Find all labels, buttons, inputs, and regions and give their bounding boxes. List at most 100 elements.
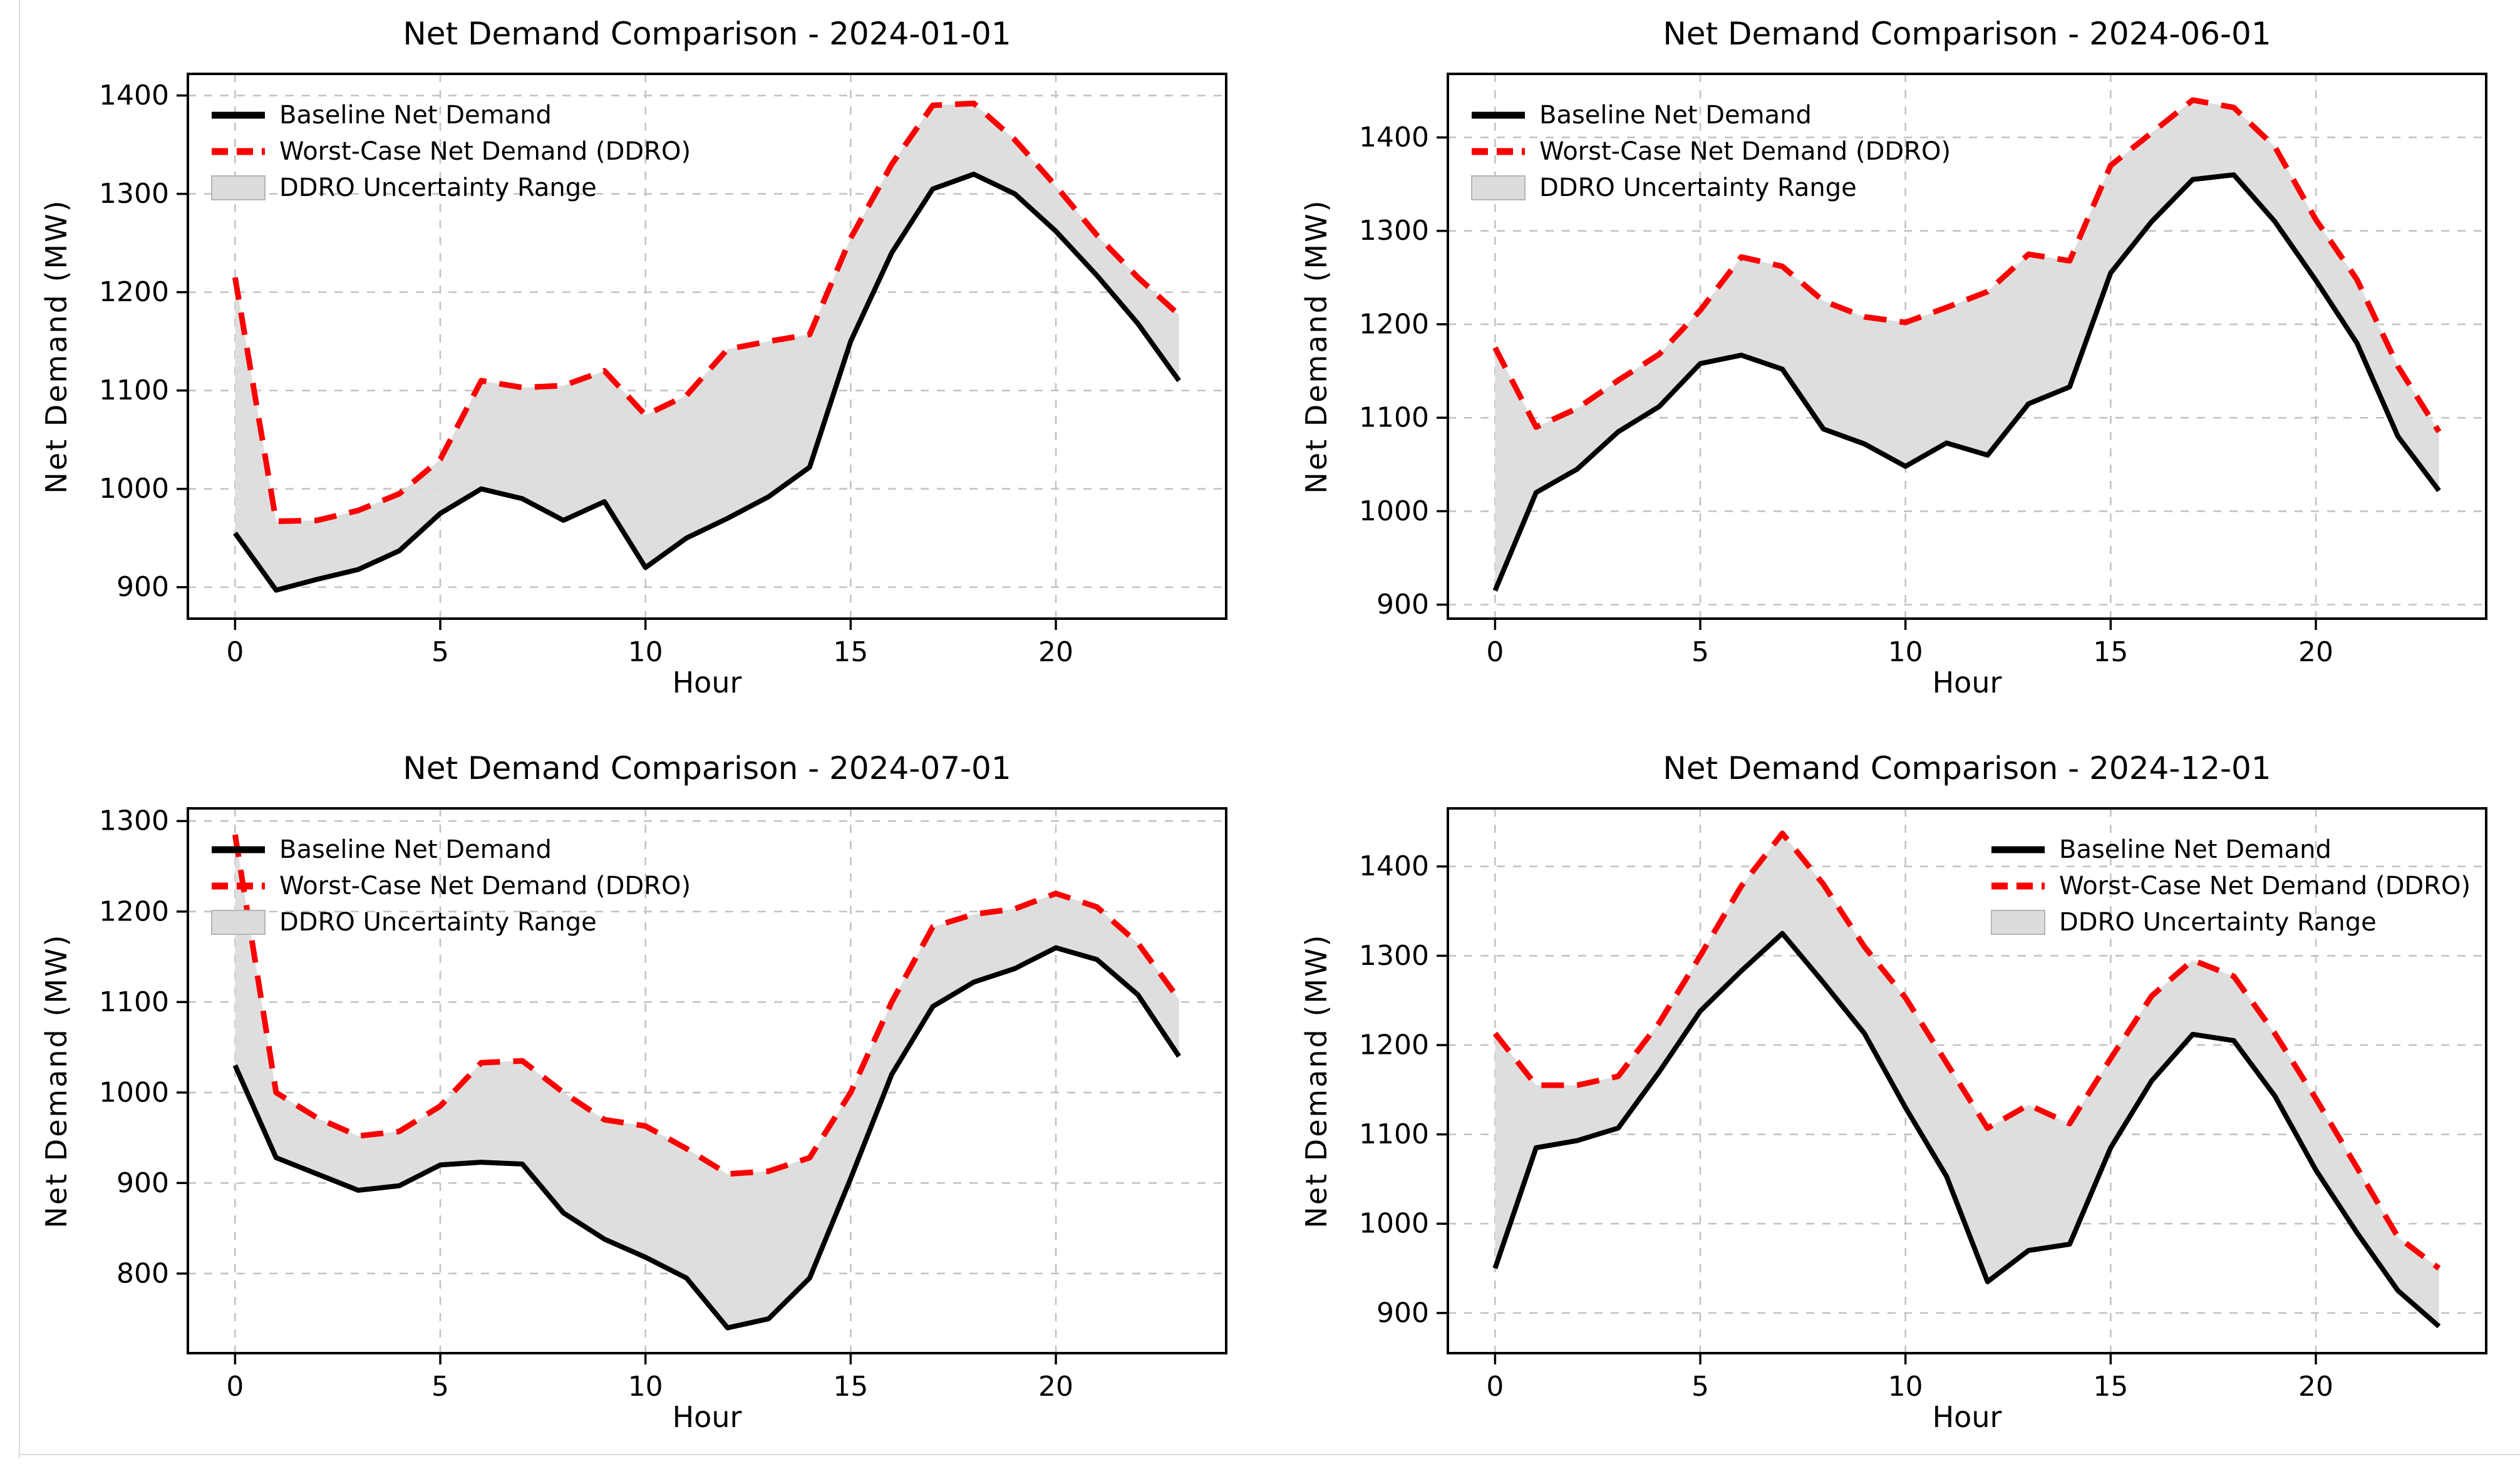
y-tick-label: 1300 <box>99 178 169 210</box>
legend: Baseline Net Demand Worst-Case Net Demand… <box>1471 101 1951 202</box>
y-axis-label: Net Demand (MW) <box>39 198 73 494</box>
x-axis-label: Hour <box>1932 1400 2002 1434</box>
y-tick-label: 1400 <box>1359 850 1429 882</box>
y-tick-label: 900 <box>1376 1297 1429 1329</box>
legend-band-swatch <box>1991 910 2045 935</box>
x-tick-label: 0 <box>226 1371 244 1403</box>
baseline-line <box>1492 172 2441 592</box>
legend-item-baseline: Baseline Net Demand <box>1991 835 2332 864</box>
legend-band-swatch <box>211 910 266 935</box>
legend-baseline-label: Baseline Net Demand <box>279 101 552 130</box>
y-axis-label: Net Demand (MW) <box>1299 198 1333 494</box>
y-tick-label: 1000 <box>99 1076 169 1108</box>
x-tick-label: 15 <box>2093 1371 2128 1403</box>
plot-area: 800 900 1000 1100 1200 1300 0 5 10 15 20 Baseline N… <box>0 734 1260 1469</box>
legend-baseline-label: Baseline Net Demand <box>2059 835 2332 864</box>
y-tick-label: 1100 <box>1359 402 1429 434</box>
plot-border <box>1447 73 2487 620</box>
x-tick-label: 20 <box>2298 636 2333 668</box>
x-axis-label: Hour <box>1932 666 2002 699</box>
x-tick-label: 0 <box>226 636 244 668</box>
x-tick-label: 15 <box>2093 636 2128 668</box>
x-tick-label: 10 <box>1888 636 1923 668</box>
legend-item-band: DDRO Uncertainty Range <box>1991 908 2377 937</box>
plot-area: 900 1000 1100 1200 1300 1400 0 5 10 15 20 Baseline … <box>0 0 1260 734</box>
legend-item-worst-case: Worst-Case Net Demand (DDRO) <box>212 872 691 900</box>
y-tick-label: 1400 <box>1359 121 1429 153</box>
legend-worst-case-label: Worst-Case Net Demand (DDRO) <box>2059 872 2471 900</box>
x-axis-label: Hour <box>672 666 742 699</box>
y-tick-label: 900 <box>1376 589 1429 621</box>
legend-band-swatch <box>1471 175 1526 200</box>
subplot-2024-07-01: 800 900 1000 1100 1200 1300 0 5 10 15 20 Baseline N… <box>0 734 1260 1469</box>
plot-border <box>1447 807 2487 1354</box>
figure-bottom-edge <box>19 1454 2520 1455</box>
legend: Baseline Net Demand Worst-Case Net Demand… <box>1991 835 2471 937</box>
legend-item-band: DDRO Uncertainty Range <box>1471 173 1857 202</box>
y-tick-label: 1300 <box>99 805 169 837</box>
legend-baseline-label: Baseline Net Demand <box>1539 101 1812 130</box>
y-tick-label: 1200 <box>99 895 169 927</box>
baseline-line <box>232 945 1181 1331</box>
y-tick-label: 1300 <box>1359 940 1429 972</box>
legend-item-baseline: Baseline Net Demand <box>1472 101 1812 130</box>
worst-case-line <box>232 834 1182 1177</box>
legend-item-worst-case: Worst-Case Net Demand (DDRO) <box>212 137 691 166</box>
uncertainty-band <box>235 834 1179 1328</box>
worst-case-line <box>1492 97 2442 433</box>
chart-title: Net Demand Comparison - 2024-12-01 <box>1663 750 2271 786</box>
y-tick-label: 1100 <box>1359 1118 1429 1150</box>
x-tick-label: 20 <box>1038 1371 1073 1403</box>
baseline-line <box>1492 930 2441 1329</box>
legend-item-band: DDRO Uncertainty Range <box>211 173 597 202</box>
uncertainty-band <box>1495 833 2439 1327</box>
uncertainty-band <box>235 103 1179 590</box>
y-tick-label: 1100 <box>99 986 169 1018</box>
y-tick-label: 1000 <box>1359 1208 1429 1240</box>
x-tick-label: 0 <box>1486 636 1504 668</box>
x-tick-label: 0 <box>1486 1371 1504 1403</box>
figure-left-edge <box>19 0 20 1459</box>
y-axis-label: Net Demand (MW) <box>39 933 73 1229</box>
legend-item-baseline: Baseline Net Demand <box>212 835 552 864</box>
y-tick-label: 900 <box>116 1167 169 1199</box>
legend-item-band: DDRO Uncertainty Range <box>211 908 597 937</box>
worst-case-line <box>232 100 1181 525</box>
baseline-line <box>233 172 1181 593</box>
y-tick-label: 1400 <box>99 80 169 111</box>
y-axis-label: Net Demand (MW) <box>1299 933 1333 1229</box>
legend-band-swatch <box>211 175 266 200</box>
y-tick-label: 1200 <box>1359 1029 1429 1061</box>
plot-border <box>187 73 1227 620</box>
y-tick-label: 800 <box>116 1257 169 1289</box>
y-tick-label: 1000 <box>1359 495 1429 527</box>
subplot-2024-12-01: 900 1000 1100 1200 1300 1400 0 5 10 15 20 Baseline … <box>1260 734 2520 1469</box>
chart-title: Net Demand Comparison - 2024-06-01 <box>1663 16 2271 52</box>
worst-case-line <box>1492 830 2441 1271</box>
uncertainty-band <box>1495 100 2439 591</box>
x-tick-label: 5 <box>431 1371 449 1403</box>
x-axis-label: Hour <box>672 1400 742 1434</box>
x-tick-label: 15 <box>833 1371 868 1403</box>
legend-band-label: DDRO Uncertainty Range <box>2059 908 2377 937</box>
y-tick-label: 1200 <box>99 276 169 308</box>
x-tick-label: 10 <box>628 636 663 668</box>
chart-canvas: 800 900 1000 1100 1200 1300 0 5 10 15 20 Baseline N… <box>99 805 1227 1403</box>
x-tick-label: 5 <box>431 636 449 668</box>
chart-canvas: 900 1000 1100 1200 1300 1400 0 5 10 15 20 Baseline … <box>1359 807 2487 1403</box>
legend: Baseline Net Demand Worst-Case Net Demand… <box>211 835 691 937</box>
legend-item-baseline: Baseline Net Demand <box>212 101 552 130</box>
legend-band-label: DDRO Uncertainty Range <box>279 908 597 937</box>
plot-area: 900 1000 1100 1200 1300 1400 0 5 10 15 20 Baseline … <box>1260 0 2520 734</box>
x-tick-label: 10 <box>1888 1371 1923 1403</box>
x-tick-label: 5 <box>1691 1371 1709 1403</box>
subplot-2024-06-01: 900 1000 1100 1200 1300 1400 0 5 10 15 20 Baseline … <box>1260 0 2520 734</box>
legend-item-worst-case: Worst-Case Net Demand (DDRO) <box>1991 872 2471 900</box>
x-tick-label: 20 <box>2298 1371 2333 1403</box>
x-tick-label: 10 <box>628 1371 663 1403</box>
legend-band-label: DDRO Uncertainty Range <box>1539 173 1857 202</box>
legend-item-worst-case: Worst-Case Net Demand (DDRO) <box>1472 137 1951 166</box>
legend-worst-case-label: Worst-Case Net Demand (DDRO) <box>279 137 691 166</box>
